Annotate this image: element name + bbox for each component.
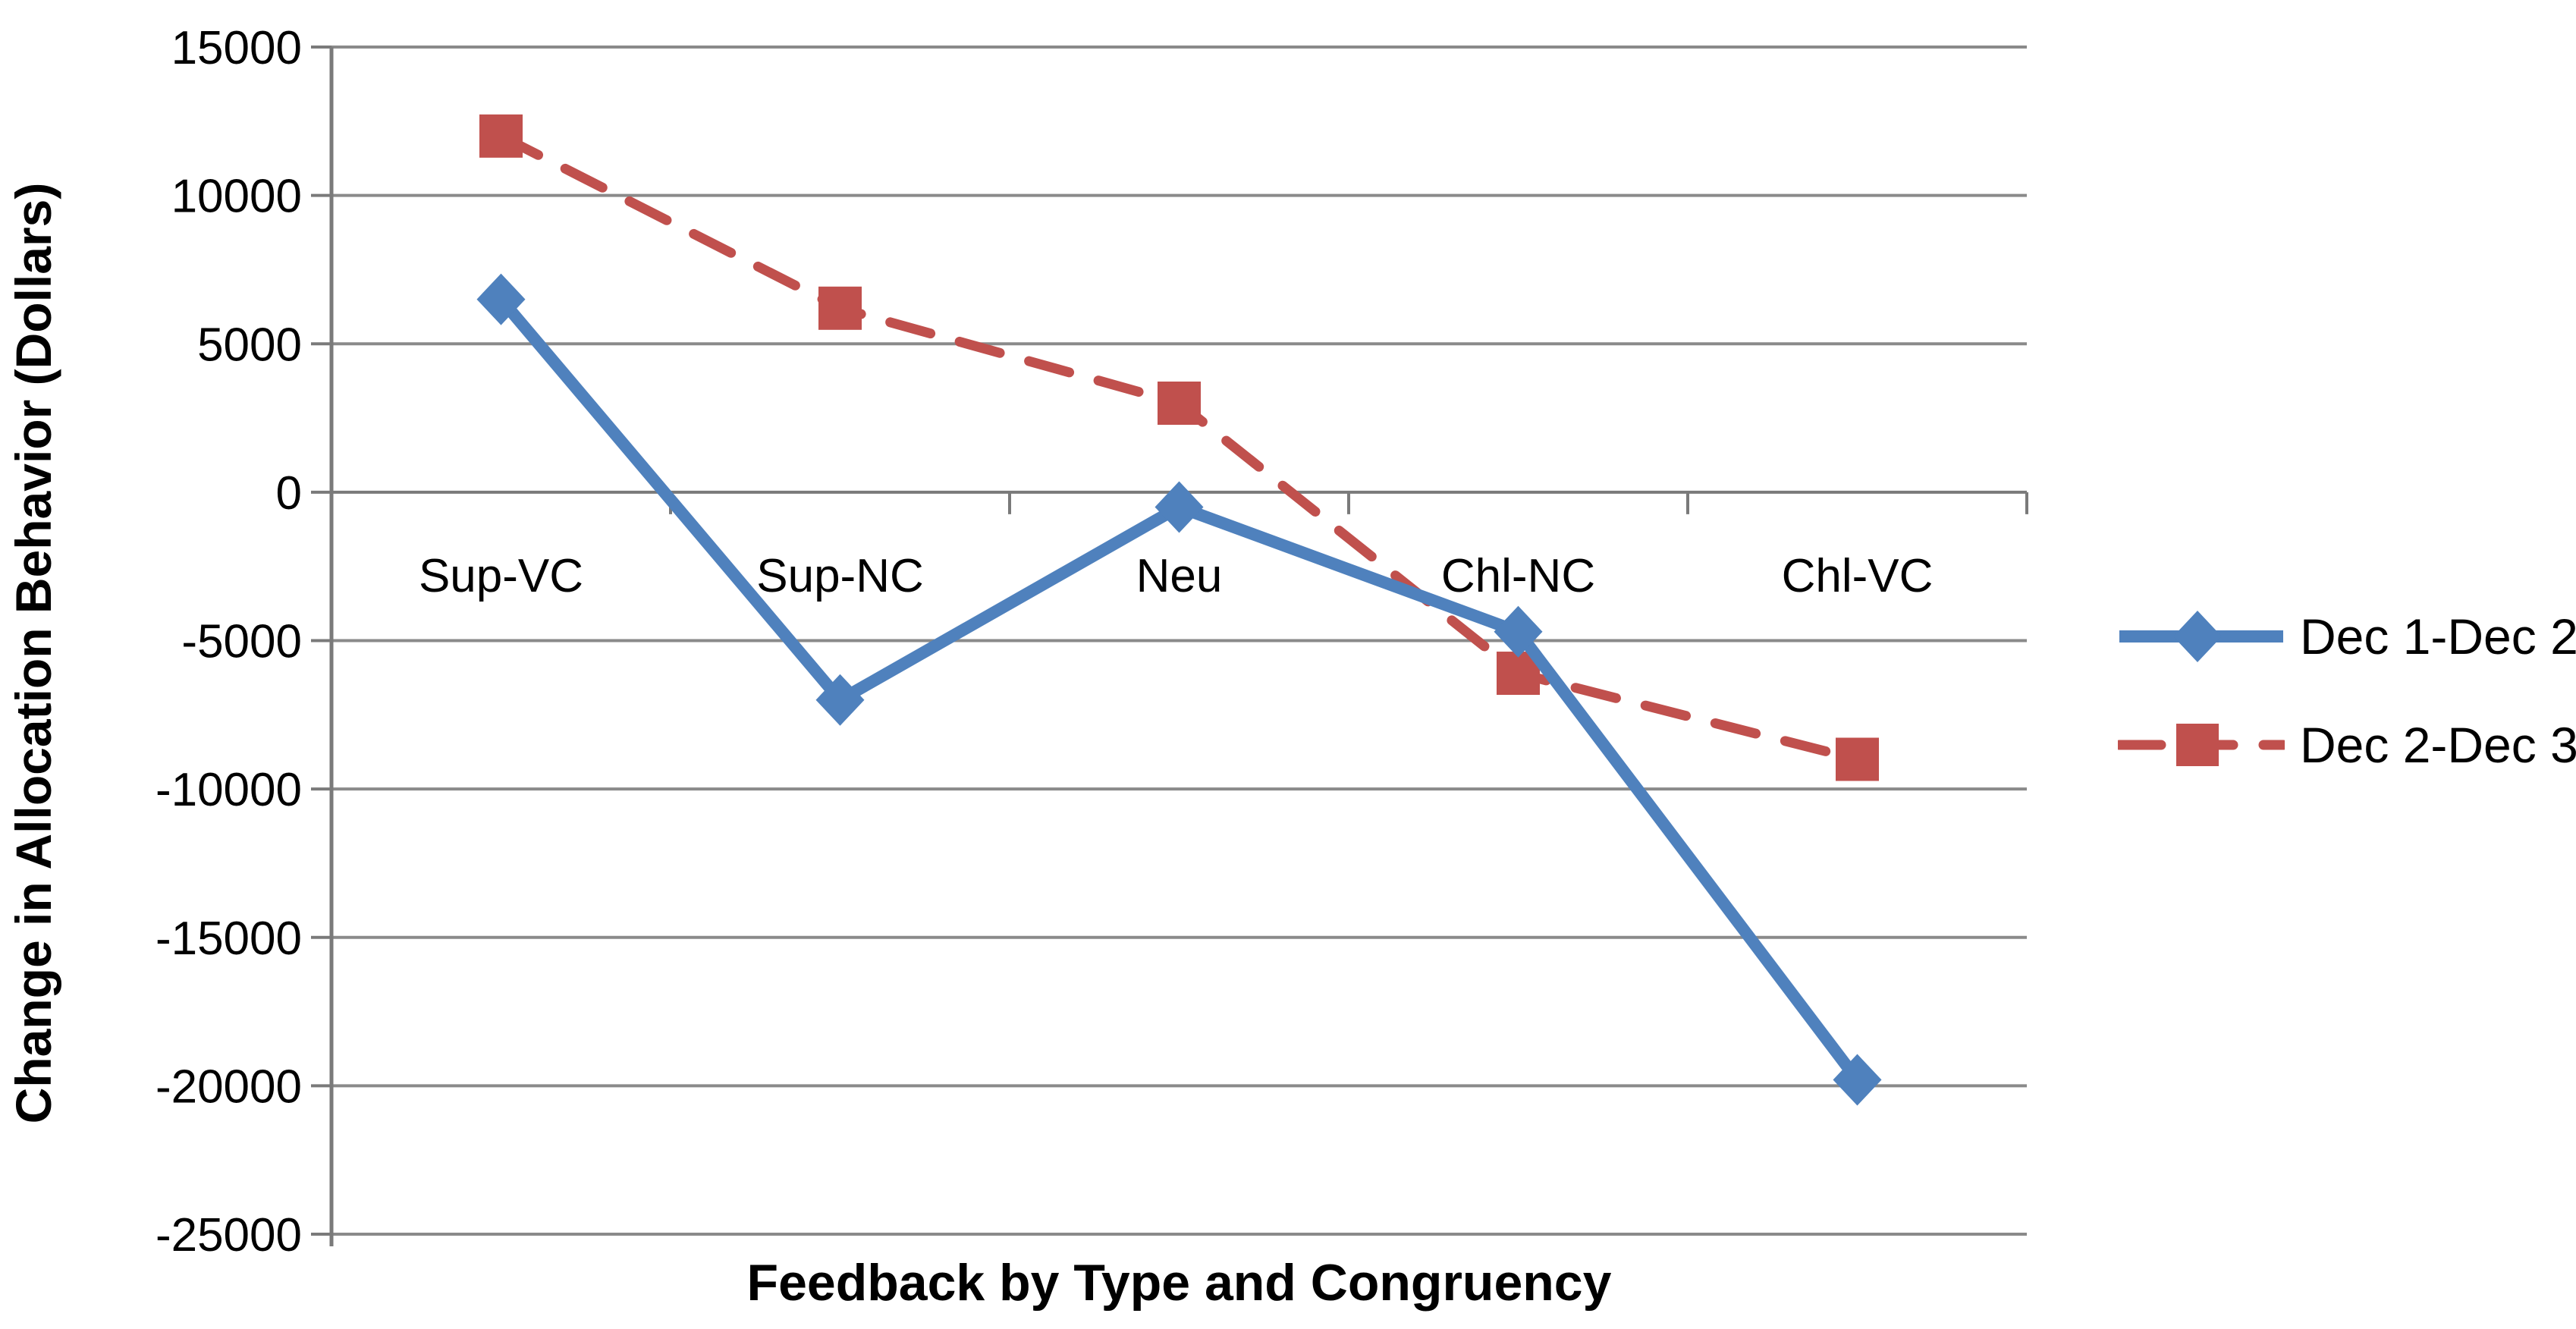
legend-item-dec1-dec2: Dec 1-Dec 2 <box>2118 600 2576 673</box>
series-line-dec-2-dec-3 <box>496 130 1862 765</box>
y-axis-title: Change in Allocation Behavior (Dollars) <box>5 182 61 1124</box>
marker-square <box>479 114 523 158</box>
y-tick-label: -25000 <box>156 1209 302 1261</box>
legend-label-dec1-dec2: Dec 1-Dec 2 <box>2300 608 2576 664</box>
category-label: Sup-NC <box>756 550 924 602</box>
marker-square <box>1836 737 1879 781</box>
y-tick-label: 10000 <box>171 171 302 223</box>
y-tick-label: -10000 <box>156 764 302 816</box>
marker-square <box>818 286 862 330</box>
y-tick-label: 15000 <box>171 22 302 74</box>
category-label: Neu <box>1136 550 1223 602</box>
legend-item-dec2-dec3: Dec 2-Dec 3 <box>2118 708 2576 781</box>
y-tick-label: -5000 <box>181 616 302 668</box>
y-tick-label: 5000 <box>197 319 302 371</box>
legend-label-dec2-dec3: Dec 2-Dec 3 <box>2300 717 2576 773</box>
marker-diamond <box>1833 1054 1882 1106</box>
y-tick-label: 0 <box>276 467 302 520</box>
marker-diamond <box>1494 605 1543 658</box>
category-label: Chl-VC <box>1782 550 1934 602</box>
y-tick-label: -15000 <box>156 913 302 965</box>
category-label: Chl-NC <box>1441 550 1595 602</box>
legend-dashed-square-icon <box>2118 724 2285 766</box>
y-tick-label: -20000 <box>156 1060 302 1113</box>
marker-diamond <box>815 674 865 726</box>
marker-diamond <box>1154 481 1204 533</box>
marker-square <box>1158 382 1201 425</box>
legend: Dec 1-Dec 2 Dec 2-Dec 3 <box>2118 600 2576 781</box>
legend-solid-diamond-icon <box>2119 611 2283 662</box>
category-label: Sup-VC <box>419 550 583 602</box>
x-axis-title: Feedback by Type and Congruency <box>746 1254 1612 1312</box>
marker-diamond <box>476 273 526 325</box>
